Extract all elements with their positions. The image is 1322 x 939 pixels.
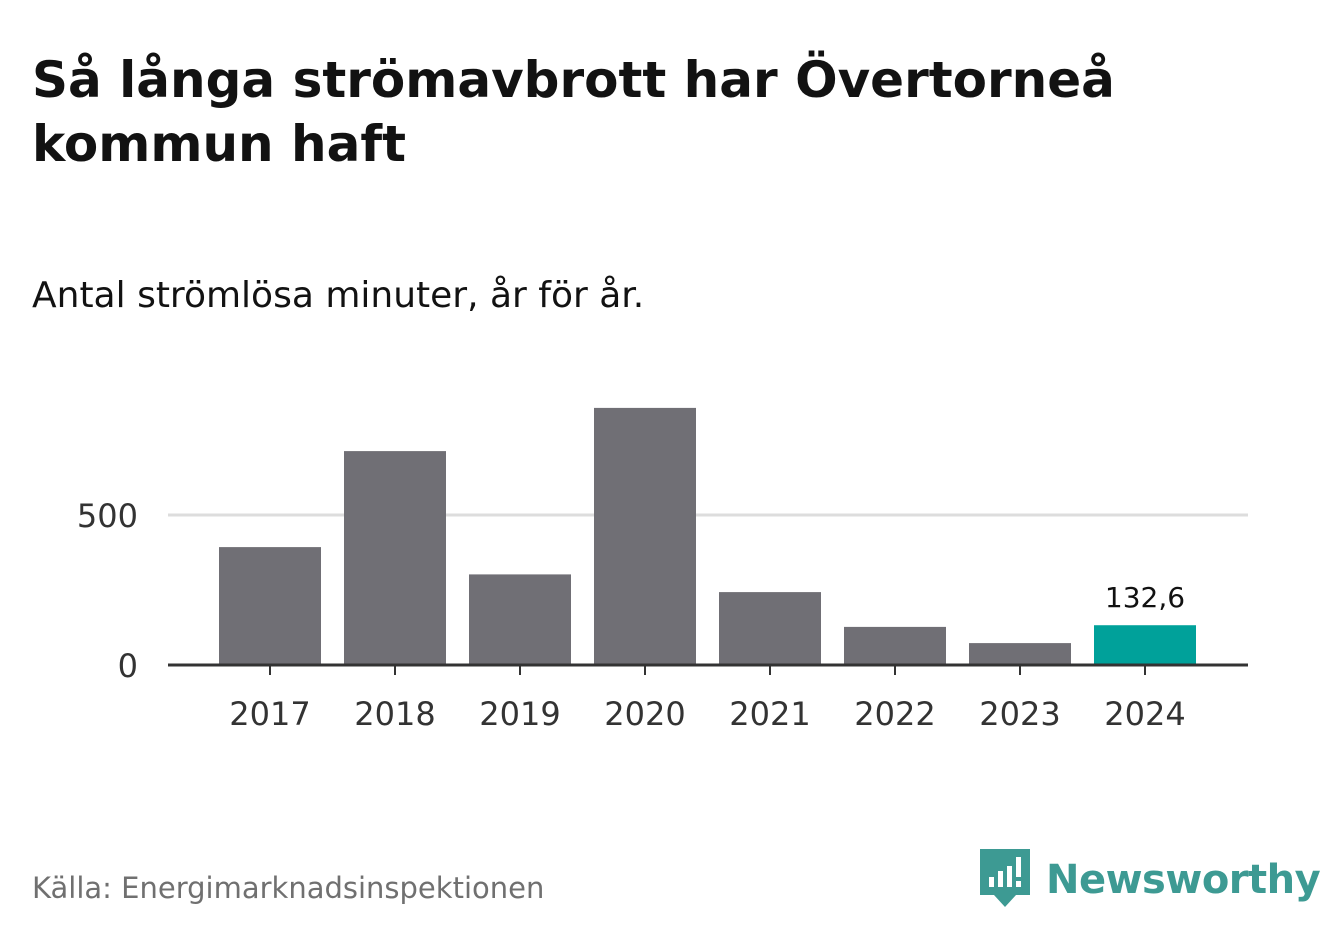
y-tick-label-0: 0 (118, 647, 138, 685)
x-tick-label-2022: 2022 (854, 695, 935, 733)
newsworthy-logo-icon (980, 849, 1030, 907)
data-label-2024: 132,6 (1105, 581, 1185, 614)
x-tick-label-2017: 2017 (229, 695, 310, 733)
axes (168, 663, 1248, 675)
bar-2023 (969, 643, 1071, 665)
bar-2020 (594, 407, 696, 665)
brand-logo: Newsworthy (980, 848, 1321, 912)
chart-subtitle: Antal strömlösa minuter, år för år. (32, 275, 645, 316)
bar-2022 (844, 626, 946, 665)
source-note: Källa: Energimarknadsinspektionen (32, 871, 545, 905)
labels: 2017 2018 2019 2020 2021 2022 2023 2024 0 500 132,… (77, 497, 1186, 733)
bar-2018 (344, 451, 446, 665)
bar-2021 (719, 592, 821, 665)
bar-2024 (1094, 625, 1196, 665)
x-tick-label-2019: 2019 (479, 695, 560, 733)
chart-title: Så långa strömavbrott har Övertorneå kom… (32, 51, 1115, 173)
bar-2017 (219, 547, 321, 665)
bar-2019 (469, 574, 571, 665)
bar-chart: 2017 2018 2019 2020 2021 2022 2023 2024 0 500 132,… (77, 407, 1248, 733)
bars (219, 407, 1196, 665)
x-tick-label-2020: 2020 (604, 695, 685, 733)
x-tick-label-2024: 2024 (1104, 695, 1185, 733)
x-tick-label-2018: 2018 (354, 695, 435, 733)
brand-name: Newsworthy (1046, 857, 1321, 903)
x-tick-label-2021: 2021 (729, 695, 810, 733)
y-tick-label-500: 500 (77, 497, 138, 535)
x-tick-label-2023: 2023 (979, 695, 1060, 733)
